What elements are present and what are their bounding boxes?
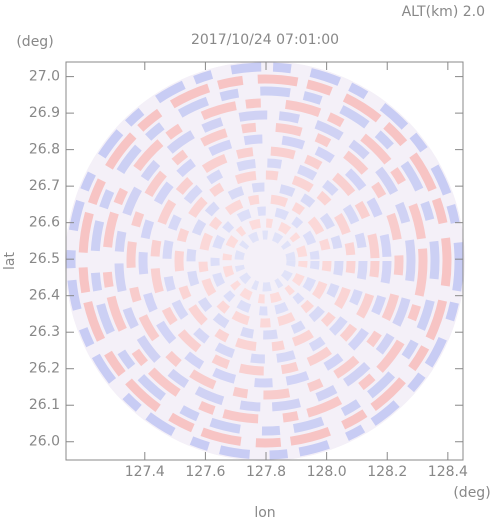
- radar-field: [65, 61, 465, 461]
- x-tick-label: 127.4: [125, 464, 165, 480]
- y-tick-label: 26.2: [29, 361, 60, 377]
- y-tick-label: 26.3: [29, 324, 60, 340]
- x-tick-label: 128.2: [367, 464, 407, 480]
- x-tick-label: 127.6: [185, 464, 225, 480]
- plot-frame: [65, 61, 464, 461]
- y-tick-label: 26.7: [29, 178, 60, 194]
- x-tick-label: 128.4: [428, 464, 468, 480]
- x-tick-label: 127.8: [246, 464, 286, 480]
- y-unit: (deg): [16, 34, 53, 50]
- y-tick-label: 26.5: [29, 251, 60, 267]
- y-tick-label: 26.8: [29, 142, 60, 158]
- y-tick-label: 26.6: [29, 215, 60, 231]
- altitude-label: ALT(km) 2.0: [402, 4, 485, 20]
- y-tick-label: 26.0: [29, 434, 60, 450]
- y-tick-label: 26.1: [29, 397, 60, 413]
- y-tick-label: 26.9: [29, 105, 60, 121]
- y-tick-label: 26.4: [29, 288, 60, 304]
- x-unit: (deg): [453, 485, 490, 501]
- y-axis-label: lat: [2, 252, 18, 270]
- chart-title: 2017/10/24 07:01:00: [191, 32, 339, 48]
- x-tick-label: 128.0: [307, 464, 347, 480]
- x-axis-label: lon: [254, 505, 275, 521]
- y-tick-label: 27.0: [29, 69, 60, 85]
